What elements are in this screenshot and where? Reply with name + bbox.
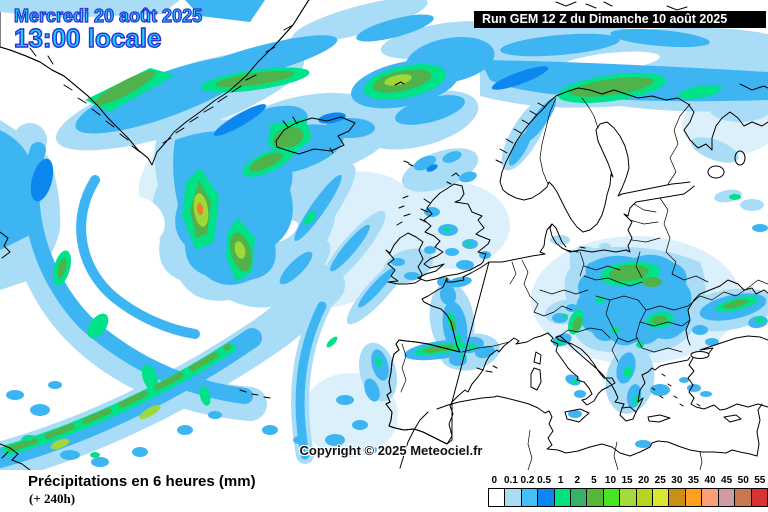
legend-color-cell [554, 489, 572, 506]
legend-color-cell [603, 489, 621, 506]
legend-color-cell [620, 489, 637, 506]
forecast-date: Mercredi 20 août 2025 [13, 6, 203, 26]
forecast-lead-time: (+ 240h) [29, 491, 76, 506]
legend-color-cell [702, 489, 719, 506]
precipitation-map [0, 0, 768, 470]
country-borders [400, 97, 768, 393]
legend-value: 10 [604, 475, 617, 486]
legend-color-cell [718, 489, 736, 506]
legend-value: 0.5 [537, 475, 552, 486]
italy-coast [530, 332, 616, 423]
british-isles-coast [385, 183, 491, 285]
turkey-blacksea-coast [685, 279, 768, 411]
precipitation-layer [0, 0, 768, 470]
legend-value: 45 [721, 475, 733, 486]
legend-value: 55 [754, 475, 766, 486]
legend-color-cell [636, 489, 654, 506]
legend-color-cell [751, 489, 767, 506]
legend-color-cell [587, 489, 604, 506]
coastlines-layer [0, 0, 768, 470]
legend-scale-values: 0 0.1 0.2 0.5 1 2 5 10 15 20 25 30 35 40 45 50 55 [486, 474, 768, 487]
legend-value: 15 [621, 475, 633, 486]
legend-color-cell [571, 489, 588, 506]
iceland-coast [275, 116, 356, 155]
forecast-time: 13:00 locale [13, 23, 162, 54]
scandinavia-coast [488, 87, 768, 263]
legend-color-cell [669, 489, 686, 506]
legend-value: 5 [591, 475, 597, 486]
legend-value: 40 [704, 475, 716, 486]
precipitation-legend: 0 0.1 0.2 0.5 1 2 5 10 15 20 25 30 35 40 45 50 55 [486, 474, 768, 510]
legend-color-cell [685, 489, 703, 506]
legend-color-cell [489, 489, 506, 506]
greenland-coast [0, 0, 310, 166]
model-run-label: Run GEM 12 Z du Dimanche 10 août 2025 [474, 11, 766, 28]
map-title: Précipitations en 6 heures (mm) [28, 473, 256, 490]
legend-color-cell [653, 489, 670, 506]
labrador-coast [0, 231, 31, 470]
legend-value: 2 [574, 475, 581, 486]
atlantic-islands [239, 1, 768, 399]
legend-value: 35 [687, 475, 699, 486]
forecast-datetime: Mercredi 20 août 2025 13:00 locale [13, 6, 203, 54]
iberia-france-coast [385, 332, 549, 445]
copyright-watermark: Copyright © 2025 Meteociel.fr [299, 443, 483, 458]
legend-color-scale [488, 488, 768, 507]
balkan-coast [559, 335, 742, 423]
legend-color-cell [505, 489, 522, 506]
legend-color-cell [538, 489, 555, 506]
africa-levant-coast [399, 395, 763, 470]
legend-value: 0.2 [520, 475, 535, 486]
legend-value: 0.1 [503, 475, 518, 486]
legend-color-cell [521, 489, 539, 506]
legend-value: 0 [491, 475, 498, 486]
legend-color-cell [735, 489, 752, 506]
legend-value: 1 [557, 475, 564, 486]
legend-value: 50 [737, 475, 749, 486]
legend-value: 25 [654, 475, 666, 486]
legend-value: 30 [671, 475, 683, 486]
legend-value: 20 [638, 475, 650, 486]
